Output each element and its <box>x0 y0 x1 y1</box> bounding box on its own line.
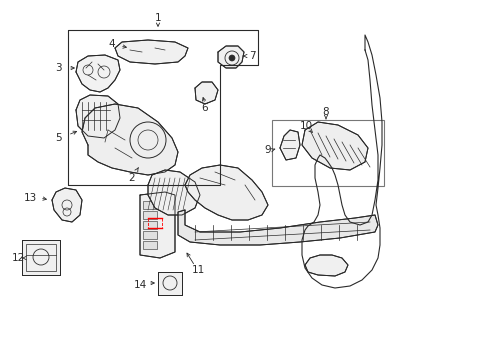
Text: 13: 13 <box>23 193 37 203</box>
Text: 8: 8 <box>322 107 328 117</box>
Polygon shape <box>280 130 299 160</box>
Bar <box>142 221 157 229</box>
Text: 11: 11 <box>191 265 204 275</box>
Polygon shape <box>140 192 175 258</box>
Text: 7: 7 <box>248 51 255 61</box>
Polygon shape <box>218 46 244 68</box>
Text: 12: 12 <box>11 253 24 263</box>
Text: 5: 5 <box>55 133 61 143</box>
Polygon shape <box>115 40 187 64</box>
Polygon shape <box>76 95 120 138</box>
Polygon shape <box>22 240 60 275</box>
Polygon shape <box>305 255 347 276</box>
Bar <box>142 201 157 209</box>
Polygon shape <box>82 104 178 175</box>
Text: 9: 9 <box>264 145 271 155</box>
Text: 10: 10 <box>299 121 312 131</box>
Polygon shape <box>148 170 200 215</box>
Polygon shape <box>302 122 367 170</box>
Bar <box>271 120 383 186</box>
Circle shape <box>228 55 235 61</box>
Bar <box>142 241 157 249</box>
Polygon shape <box>76 55 120 92</box>
Text: 6: 6 <box>201 103 208 113</box>
Polygon shape <box>195 82 218 104</box>
Polygon shape <box>158 272 182 295</box>
Polygon shape <box>178 210 377 245</box>
Text: 14: 14 <box>133 280 146 290</box>
Text: 4: 4 <box>108 39 115 49</box>
Polygon shape <box>184 165 267 220</box>
Text: 2: 2 <box>128 168 138 183</box>
Polygon shape <box>52 188 82 222</box>
Bar <box>142 231 157 239</box>
Bar <box>26 244 56 271</box>
Bar <box>142 211 157 219</box>
Text: 1: 1 <box>154 13 161 23</box>
Text: 3: 3 <box>55 63 61 73</box>
